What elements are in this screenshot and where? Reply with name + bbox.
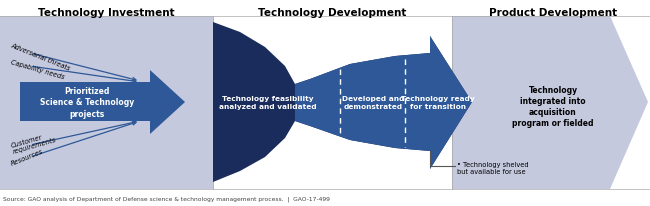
Text: Capability needs: Capability needs: [10, 59, 65, 80]
Text: Technology
integrated into
acquisition
program or fielded: Technology integrated into acquisition p…: [512, 85, 593, 128]
Text: Source: GAO analysis of Department of Defense science & technology management pr: Source: GAO analysis of Department of De…: [3, 196, 330, 201]
Text: Technology feasibility
analyzed and validated: Technology feasibility analyzed and vali…: [219, 96, 317, 109]
Polygon shape: [213, 23, 472, 182]
Text: Product Development: Product Development: [489, 8, 617, 18]
Text: Resources: Resources: [10, 148, 44, 166]
Polygon shape: [452, 17, 648, 189]
Text: Developed and
demonstrated: Developed and demonstrated: [342, 96, 404, 109]
Text: Adversarial threats: Adversarial threats: [10, 42, 71, 71]
Text: • Technology shelved
but available for use: • Technology shelved but available for u…: [457, 161, 528, 174]
Polygon shape: [20, 71, 185, 134]
Polygon shape: [0, 17, 213, 189]
Text: Technology Development: Technology Development: [258, 8, 406, 18]
Text: Customer
requirements: Customer requirements: [10, 130, 57, 154]
Polygon shape: [295, 37, 472, 169]
Text: Technology Investment: Technology Investment: [38, 8, 174, 18]
Text: Technology ready
for transition: Technology ready for transition: [401, 96, 474, 109]
Text: Prioritized
Science & Technology
projects: Prioritized Science & Technology project…: [40, 87, 134, 118]
